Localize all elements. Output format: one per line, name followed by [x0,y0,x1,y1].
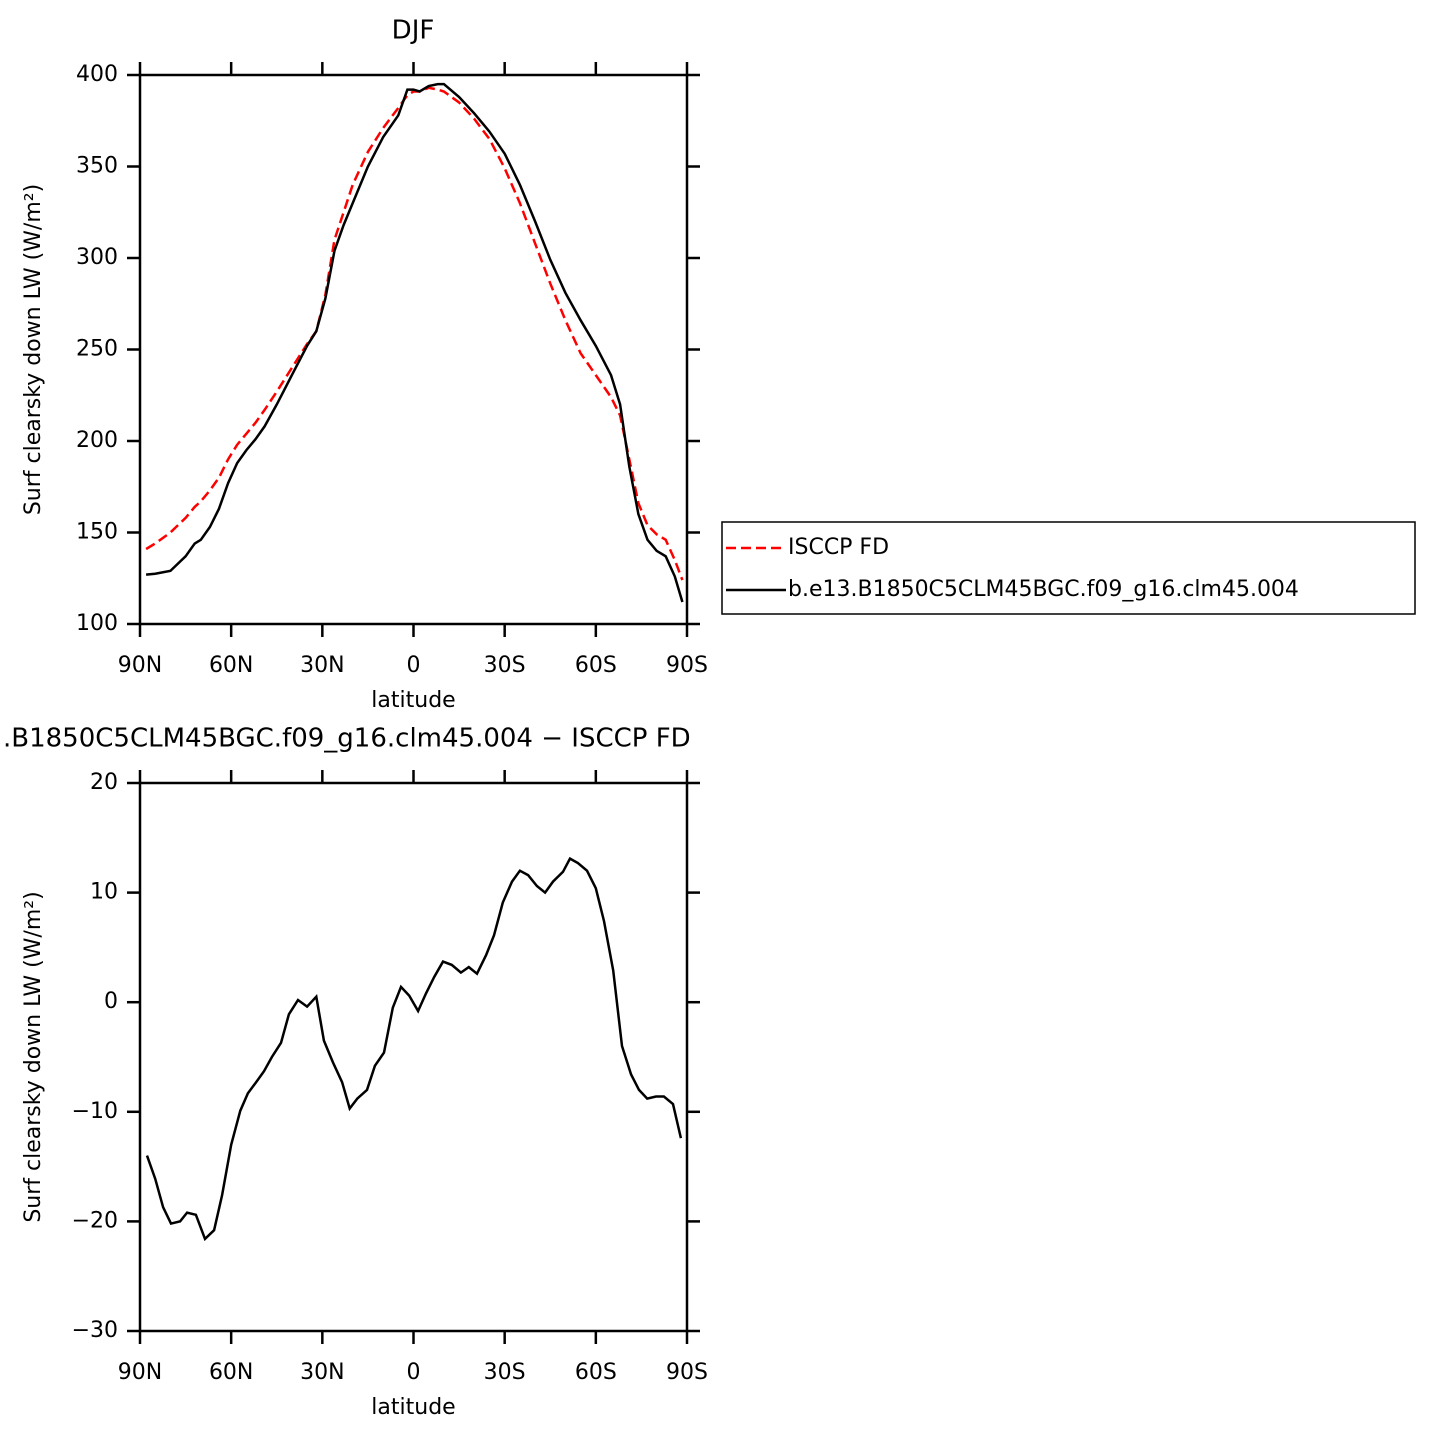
x-tick-label: 90N [118,653,162,678]
y-tick-label: 150 [76,520,118,545]
x-tick-label: 30S [484,653,526,678]
x-tick-label: 60N [209,653,253,678]
legend-label: ISCCP FD [788,535,889,560]
legend-label: b.e13.B1850C5CLM45BGC.f09_g16.clm45.004 [788,577,1299,602]
y-tick-label: 20 [90,770,118,795]
y-tick-label: 100 [76,611,118,636]
y-axis-label: Surf clearsky down LW (W/m²) [21,184,46,515]
y-tick-label: 300 [76,245,118,270]
data-line [145,82,684,603]
x-tick-label: 0 [407,1360,421,1385]
x-tick-label: 60S [575,1360,617,1385]
plot-frame [138,73,689,626]
x-tick-label: 60S [575,653,617,678]
x-axis-label: latitude [371,688,455,713]
x-tick-label: 90S [666,653,708,678]
x-tick-label: 30N [300,1360,344,1385]
legend-box [721,521,1416,615]
x-tick-label: 90N [118,1360,162,1385]
y-tick-label: −30 [72,1318,118,1343]
y-tick-label: 0 [104,989,118,1014]
chart-title: .B1850C5CLM45BGC.f09_g16.clm45.004 − ISC… [3,724,691,754]
chart-title: DJF [392,16,435,46]
x-tick-label: 0 [407,653,421,678]
y-axis-label: Surf clearsky down LW (W/m²) [21,891,46,1222]
y-tick-label: 250 [76,337,118,362]
y-tick-label: −10 [72,1099,118,1124]
x-tick-label: 90S [666,1360,708,1385]
y-tick-label: 400 [76,62,118,87]
x-tick-label: 30S [484,1360,526,1385]
x-tick-label: 60N [209,1360,253,1385]
plot-frame [138,781,689,1333]
y-tick-label: 350 [76,154,118,179]
y-tick-label: 10 [90,880,118,905]
x-axis-label: latitude [371,1395,455,1420]
data-line [145,856,683,1242]
y-tick-label: −20 [72,1208,118,1233]
x-tick-label: 30N [300,653,344,678]
y-tick-label: 200 [76,428,118,453]
data-line [145,86,684,581]
